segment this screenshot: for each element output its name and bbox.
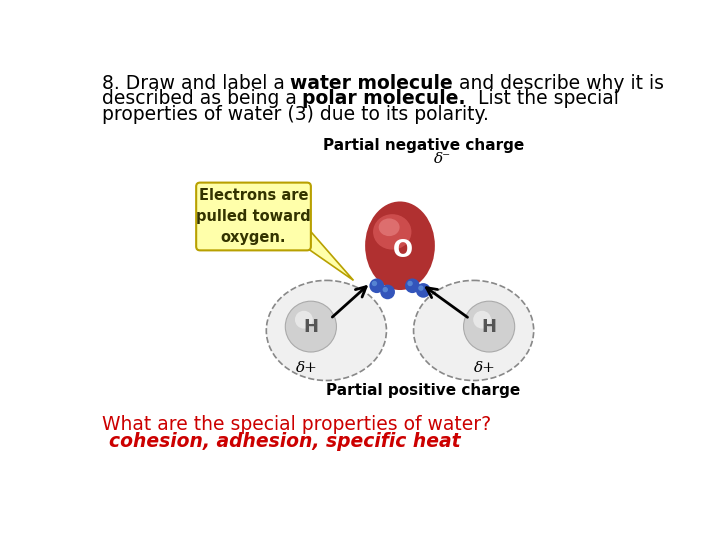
Ellipse shape [413, 280, 534, 381]
Text: Partial positive charge: Partial positive charge [326, 383, 521, 398]
FancyBboxPatch shape [196, 183, 311, 251]
Text: What are the special properties of water?: What are the special properties of water… [102, 415, 491, 434]
Circle shape [473, 311, 491, 328]
Text: polar molecule.: polar molecule. [302, 90, 466, 109]
Text: water molecule: water molecule [290, 74, 454, 93]
Ellipse shape [379, 218, 400, 236]
Circle shape [382, 287, 388, 292]
Circle shape [285, 301, 336, 352]
Circle shape [369, 279, 384, 293]
Text: H: H [303, 318, 318, 335]
Text: List the special: List the special [466, 90, 619, 109]
Circle shape [408, 281, 413, 286]
Text: Electrons are
pulled toward
oxygen.: Electrons are pulled toward oxygen. [196, 188, 311, 245]
Ellipse shape [373, 214, 411, 249]
Text: properties of water (3) due to its polarity.: properties of water (3) due to its polar… [102, 105, 488, 124]
Circle shape [416, 283, 431, 298]
Circle shape [464, 301, 515, 352]
Circle shape [372, 281, 377, 286]
Text: δ+: δ+ [296, 361, 318, 375]
Ellipse shape [365, 201, 435, 290]
Circle shape [405, 279, 420, 293]
Text: H: H [482, 318, 497, 335]
Text: cohesion, adhesion, specific heat: cohesion, adhesion, specific heat [109, 432, 461, 451]
Circle shape [380, 285, 395, 299]
Text: described as being a: described as being a [102, 90, 302, 109]
Polygon shape [300, 227, 354, 280]
Text: Partial negative charge: Partial negative charge [323, 138, 524, 153]
Text: and describe why it is: and describe why it is [454, 74, 665, 93]
Circle shape [418, 286, 423, 291]
Text: O: O [393, 238, 413, 262]
Text: 8. Draw and label a: 8. Draw and label a [102, 74, 290, 93]
Circle shape [295, 311, 313, 328]
Text: δ+: δ+ [474, 361, 496, 375]
Text: δ⁻: δ⁻ [434, 152, 451, 166]
Ellipse shape [266, 280, 387, 381]
